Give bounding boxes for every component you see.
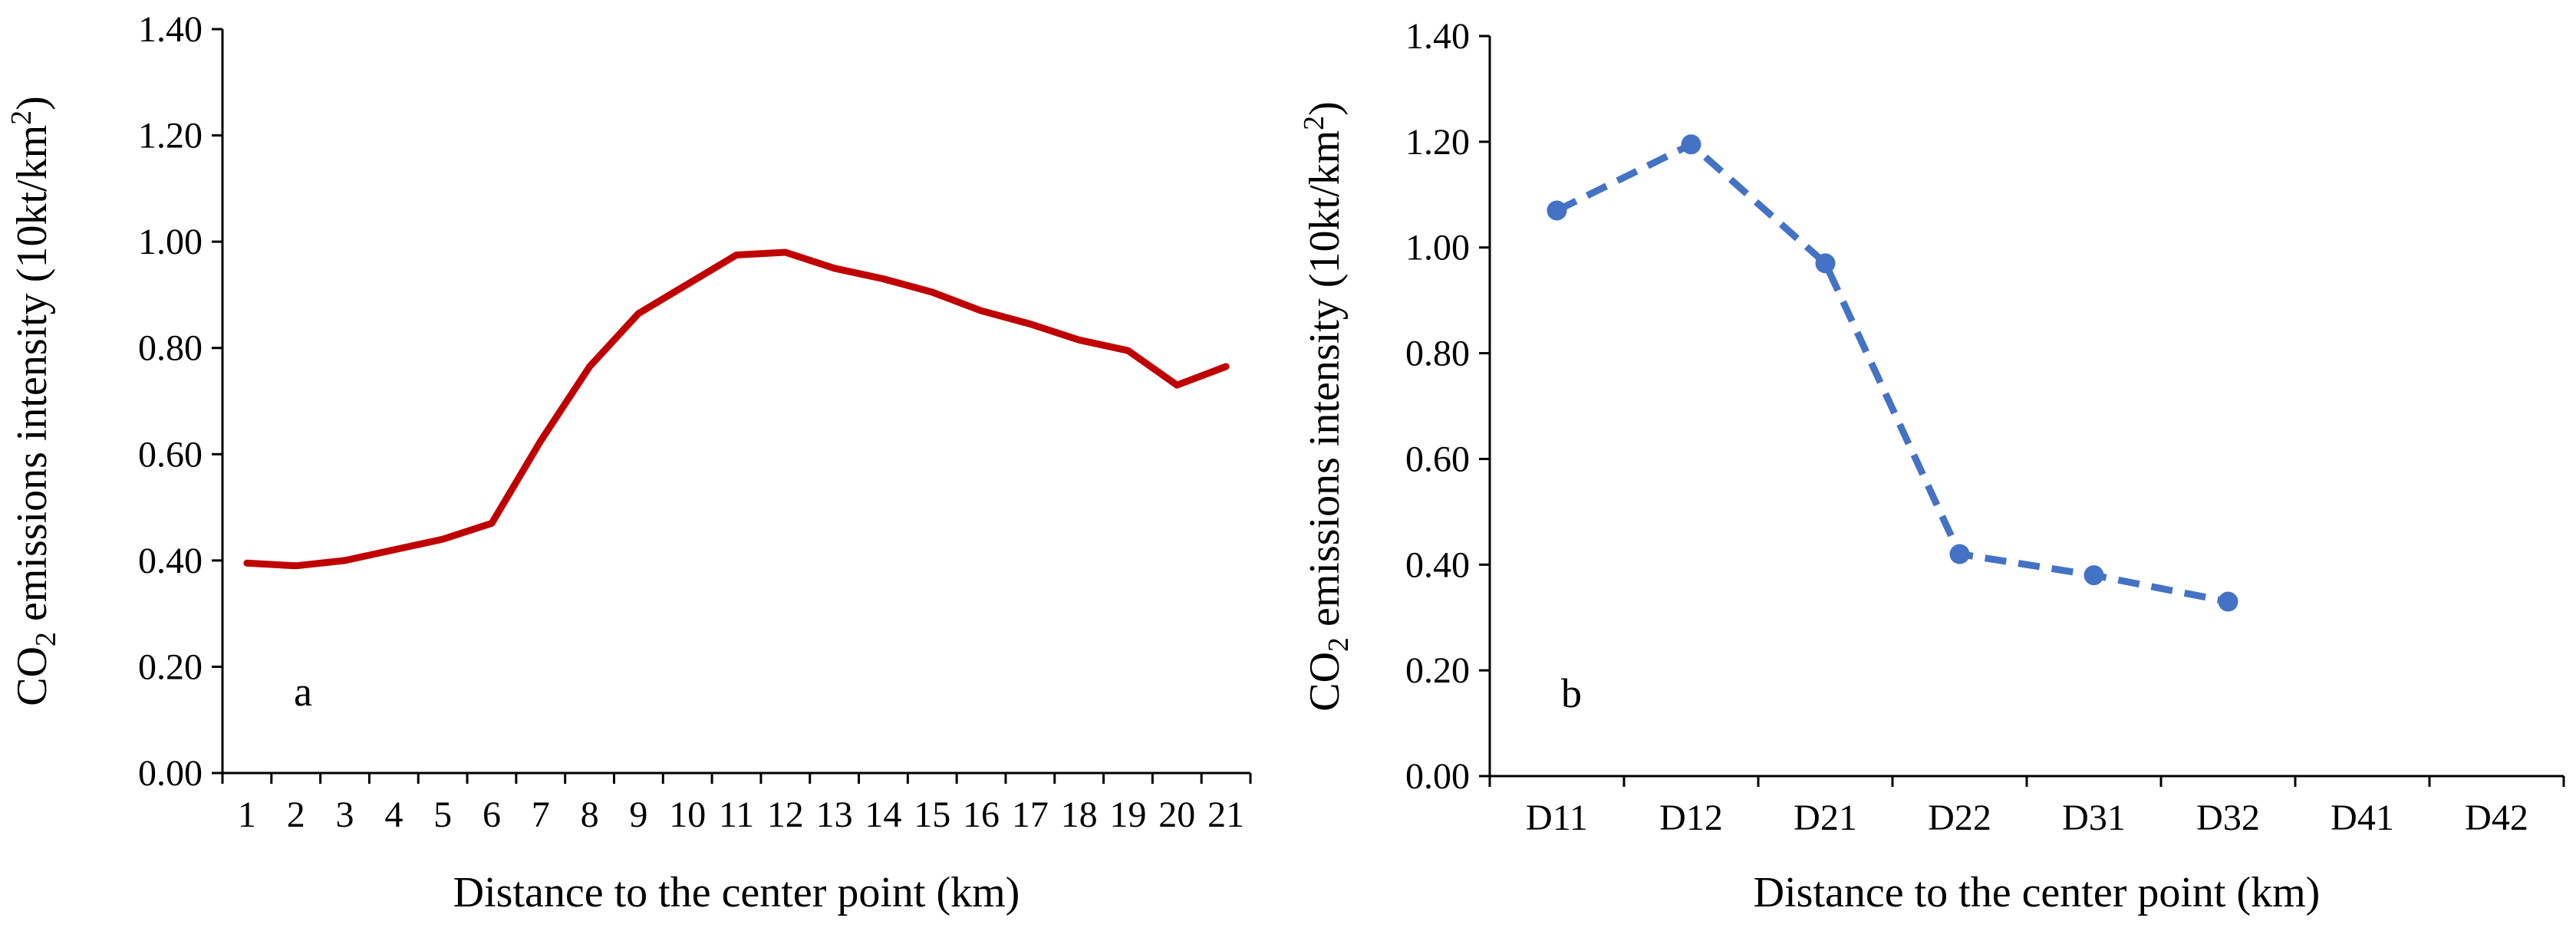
x-axis-ticks: 1 2 3 4 5 6 7 8 9 10 11 12 13 14 15 16 17 18 19 20 21 xyxy=(221,773,1252,835)
series-markers xyxy=(1547,134,2238,612)
x-tick-label: 4 xyxy=(384,794,403,835)
x-tick-label: 5 xyxy=(433,794,452,835)
x-tick-label: 2 xyxy=(287,794,305,835)
x-tick-label: 6 xyxy=(483,794,501,835)
y-tick-label: 0.20 xyxy=(138,646,203,687)
x-tick-label: 8 xyxy=(581,794,599,835)
y-axis-title-suffix: ) xyxy=(1301,101,1349,116)
x-tick-label: 19 xyxy=(1109,794,1146,835)
x-tick-label: 20 xyxy=(1158,794,1195,835)
y-tick-label: 0.60 xyxy=(138,434,203,475)
y-axis-title-sup: 2 xyxy=(5,110,38,125)
y-axis-title-sup: 2 xyxy=(1298,116,1330,130)
x-tick-label: D21 xyxy=(1794,798,1857,838)
y-tick-label: 1.00 xyxy=(138,222,203,262)
y-axis-ticks: 0.00 0.20 0.40 0.60 0.80 1.00 1.20 1.40 xyxy=(1405,16,1490,797)
y-tick-label: 0.00 xyxy=(1405,756,1470,797)
y-tick-label: 0.00 xyxy=(138,753,203,794)
panel-label-b: b xyxy=(1561,670,1582,716)
x-tick-label: 16 xyxy=(963,794,1000,835)
x-tick-label: 1 xyxy=(238,794,256,835)
x-tick-label: D31 xyxy=(2062,798,2126,838)
x-tick-label: D11 xyxy=(1526,798,1588,838)
y-tick-label: 1.40 xyxy=(138,9,203,50)
data-point xyxy=(1681,134,1701,155)
x-tick-label: 3 xyxy=(336,794,354,835)
y-axis-title-suffix: ) xyxy=(8,96,56,110)
x-tick-label: 18 xyxy=(1061,794,1098,835)
x-tick-label: 9 xyxy=(629,794,647,835)
x-tick-label: 15 xyxy=(914,794,950,835)
y-axis-title-prefix: CO xyxy=(1301,652,1349,712)
panel-label-a: a xyxy=(294,669,312,715)
y-tick-label: 0.20 xyxy=(1405,650,1470,691)
x-tick-label: 21 xyxy=(1207,794,1244,835)
data-point xyxy=(1949,544,1970,564)
y-tick-label: 0.40 xyxy=(138,541,203,581)
x-tick-label: D41 xyxy=(2331,798,2394,838)
y-axis-title: CO2 emissions intensity (10kt/km2) xyxy=(5,96,62,706)
x-axis-ticks: D11 D12 D21 D22 D31 D32 D41 D42 xyxy=(1488,776,2565,838)
y-tick-label: 0.60 xyxy=(1405,439,1470,479)
x-tick-label: 12 xyxy=(767,794,804,835)
x-tick-label: D42 xyxy=(2465,798,2528,838)
x-tick-label: D12 xyxy=(1659,798,1723,838)
data-point xyxy=(2218,591,2238,612)
x-tick-label: 13 xyxy=(816,794,853,835)
y-axis-title-sub: 2 xyxy=(30,632,62,646)
y-axis-title-mid: emissions intensity (10kt/km xyxy=(8,125,56,632)
y-axis-title-mid: emissions intensity (10kt/km xyxy=(1301,130,1349,637)
x-tick-label: 7 xyxy=(532,794,550,835)
y-axis-title-prefix: CO xyxy=(8,646,56,706)
chart-panel-b: 0.000.200.400.600.801.001.201.40 D11 D12 D… xyxy=(1298,16,2565,916)
data-point xyxy=(1547,200,1567,221)
y-tick-label: 0.80 xyxy=(1405,334,1470,374)
x-axis-title: Distance to the center point (km) xyxy=(453,869,1020,916)
x-axis-title: Distance to the center point (km) xyxy=(1754,869,2321,916)
x-tick-label: 10 xyxy=(669,794,706,835)
x-tick-label: 14 xyxy=(865,794,901,835)
data-point xyxy=(2084,565,2104,586)
series-line xyxy=(1555,140,2229,605)
y-axis-ticks: 0.00 0.20 0.40 0.60 0.80 1.00 1.20 1.40 xyxy=(138,9,222,794)
y-axis-title: CO2 emissions intensity (10kt/km2) xyxy=(1298,101,1355,712)
y-tick-label: 1.20 xyxy=(1405,122,1470,163)
series-line xyxy=(243,248,1230,570)
data-point xyxy=(1815,253,1836,274)
y-tick-label: 1.40 xyxy=(1405,16,1470,57)
y-tick-label: 1.20 xyxy=(138,116,203,156)
y-tick-label: 0.40 xyxy=(1405,544,1470,585)
x-tick-label: 17 xyxy=(1012,794,1049,835)
y-tick-label: 0.80 xyxy=(138,328,203,369)
x-tick-label: D32 xyxy=(2196,798,2260,838)
x-tick-label: D22 xyxy=(1928,798,1991,838)
y-tick-label: 1.00 xyxy=(1405,228,1470,268)
x-tick-label: 11 xyxy=(719,794,754,835)
y-axis-title-sub: 2 xyxy=(1323,637,1355,652)
